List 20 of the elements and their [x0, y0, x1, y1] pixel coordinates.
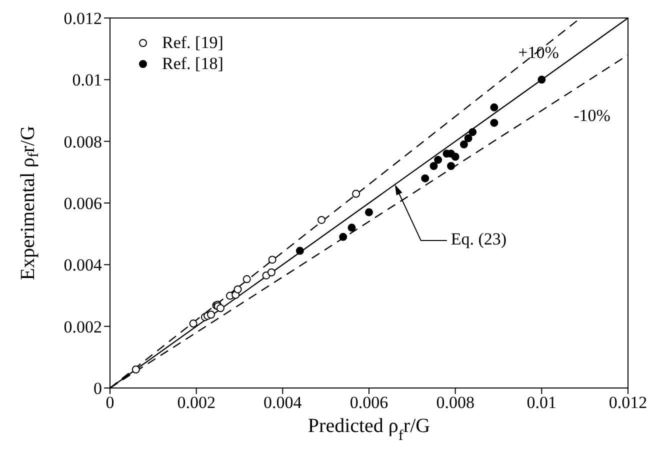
x-tick-label: 0.01 — [526, 393, 557, 412]
y-tick-label: 0.008 — [64, 132, 102, 152]
y-tick-label: 0.002 — [64, 317, 102, 336]
legend-label: Ref. [19] — [162, 32, 224, 53]
y-tick-label: 0.004 — [64, 256, 102, 275]
y-tick-label: 0 — [94, 379, 102, 398]
annotation: +10% — [518, 42, 559, 62]
x-tick-label: 0.002 — [177, 393, 216, 412]
x-tick-label: 0.008 — [436, 393, 474, 412]
y-tick-label: 0.012 — [64, 9, 102, 28]
legend-label: Ref. [18] — [162, 53, 224, 74]
x-tick-label: 0.012 — [608, 393, 648, 412]
y-tick-label: 0.01 — [72, 70, 102, 90]
x-tick-label: 0.006 — [350, 393, 388, 412]
y-tick-label: 0.006 — [64, 194, 102, 214]
x-tick-label: 0 — [106, 393, 114, 412]
annotation: Eq. (23) — [450, 229, 507, 248]
x-axis-title: Predicted ρ$_{f}$r/G — [308, 415, 430, 444]
annotation: -10% — [574, 106, 610, 125]
x-tick-label: 0.004 — [264, 393, 302, 412]
